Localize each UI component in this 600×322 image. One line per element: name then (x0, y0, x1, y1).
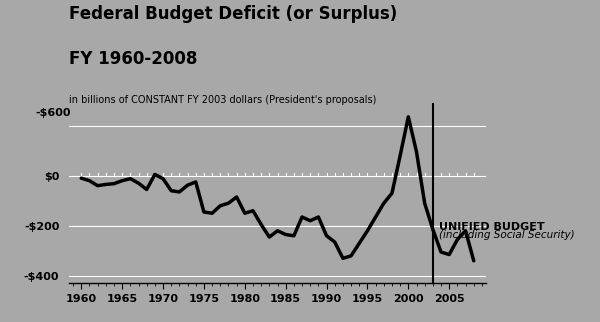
Text: Federal Budget Deficit (or Surplus): Federal Budget Deficit (or Surplus) (69, 5, 397, 23)
Text: in billions of CONSTANT FY 2003 dollars (President's proposals): in billions of CONSTANT FY 2003 dollars … (69, 95, 376, 105)
Text: FY 1960-2008: FY 1960-2008 (69, 50, 197, 68)
Text: (including Social Security): (including Social Security) (439, 230, 575, 240)
Text: UNIFIED BUDGET: UNIFIED BUDGET (439, 222, 545, 232)
Text: -$600: -$600 (35, 108, 71, 118)
